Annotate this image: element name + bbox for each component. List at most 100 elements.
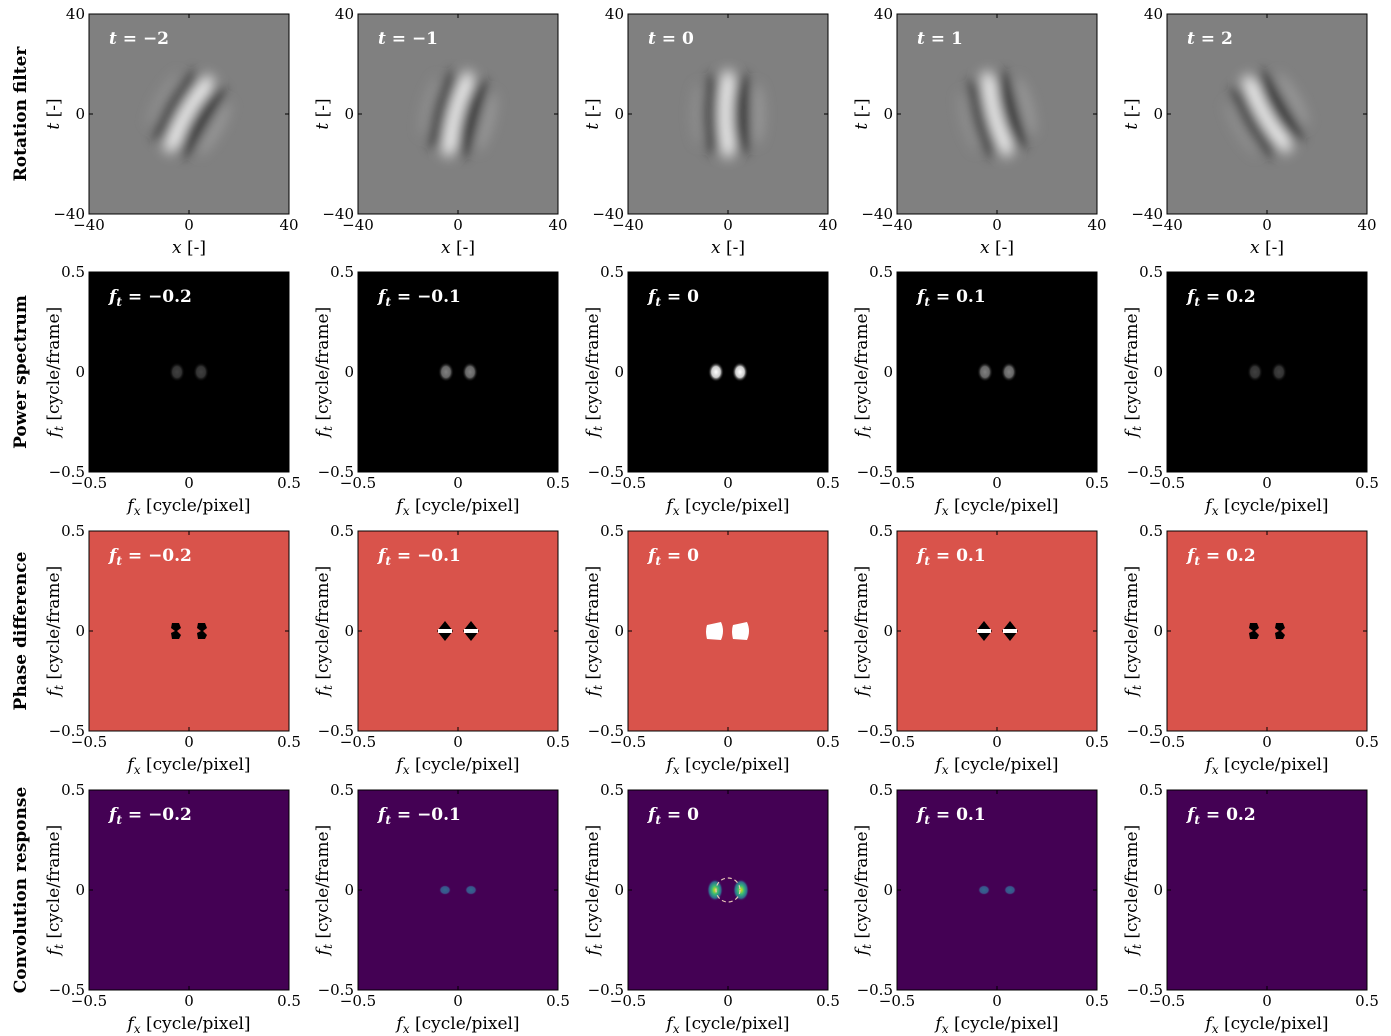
x-axis-label: fx [cycle/pixel] [125, 1014, 250, 1036]
phase-blob [1249, 623, 1259, 639]
y-tick-label: −0.5 [857, 981, 893, 999]
x-axis-label: x [-] [711, 238, 745, 258]
y-tick-label: −0.5 [49, 463, 85, 481]
y-tick-label: −0.5 [588, 981, 624, 999]
x-tick-label: −40 [1151, 216, 1183, 234]
y-tick-label: 0.5 [600, 522, 624, 540]
gabor-band [692, 84, 708, 144]
panel-label: ft = −0.2 [108, 805, 192, 827]
y-tick-label: −0.5 [49, 722, 85, 740]
conv-peak [707, 879, 723, 901]
x-tick-label: 0.5 [1355, 992, 1379, 1010]
phase-blobs [171, 623, 207, 639]
x-tick-label: 0.5 [1085, 733, 1109, 751]
x-tick-label: 0 [992, 733, 1002, 751]
phase-blob [732, 622, 749, 640]
x-tick-label: 0 [992, 474, 1002, 492]
conv-peak [978, 885, 990, 895]
conv-peaks [439, 885, 477, 895]
panel-power-1: −0.5 0 0.5 0.5 0 −0.5 fx [cycle/pixel] ft [cycl… [313, 263, 570, 518]
x-tick-label: −40 [342, 216, 374, 234]
conv-peak [465, 885, 477, 895]
y-axis-label: ft [cycle/frame] [852, 566, 874, 699]
gabor-stripes [692, 69, 764, 159]
x-tick-label: 0 [723, 216, 733, 234]
panel-gabor-3: −40 0 40 40 0 −40 x [-] t [-] t = 1 [852, 5, 1107, 258]
x-axis-label: fx [cycle/pixel] [664, 755, 789, 777]
x-tick-label: 0 [1262, 992, 1272, 1010]
panel-phase-4: −0.5 0 0.5 0.5 0 −0.5 fx [cycle/pixel] ft [cycl… [1122, 522, 1379, 777]
x-tick-label: −0.5 [610, 733, 646, 751]
x-tick-label: 0.5 [816, 733, 840, 751]
y-tick-label: 0.5 [330, 522, 354, 540]
x-axis-label: fx [cycle/pixel] [664, 1014, 789, 1036]
gabor-stripes [148, 72, 230, 156]
y-axis-label: ft [cycle/frame] [313, 825, 335, 958]
y-tick-label: −0.5 [857, 463, 893, 481]
y-tick-label: 0 [344, 881, 354, 899]
y-tick-label: 0.5 [61, 263, 85, 281]
y-tick-label: 0 [1153, 363, 1163, 381]
y-tick-label: −0.5 [1127, 981, 1163, 999]
gabor-band [969, 78, 998, 157]
x-tick-label: 40 [279, 216, 298, 234]
conv-peak [733, 879, 749, 901]
image-area [89, 790, 289, 990]
y-tick-label: 40 [335, 5, 354, 23]
y-tick-label: 0 [614, 105, 624, 123]
x-tick-label: 0 [723, 992, 733, 1010]
y-tick-label: 0.5 [869, 522, 893, 540]
x-tick-label: −40 [881, 216, 913, 234]
y-tick-label: 0 [1153, 881, 1163, 899]
y-axis-label: ft [cycle/frame] [44, 307, 66, 440]
y-tick-label: 0 [1153, 105, 1163, 123]
x-axis-label: fx [cycle/pixel] [394, 1014, 519, 1036]
x-tick-label: 0 [184, 992, 194, 1010]
x-tick-label: −0.5 [71, 733, 107, 751]
x-tick-label: 0 [1262, 474, 1272, 492]
phase-blob [1275, 623, 1285, 639]
panel-conv-0: −0.5 0 0.5 0.5 0 −0.5 fx [cycle/pixel] ft [cycl… [44, 781, 301, 1036]
y-tick-label: −0.5 [1127, 722, 1163, 740]
x-tick-label: 0 [184, 474, 194, 492]
y-tick-label: −40 [53, 205, 85, 223]
image-area [358, 531, 558, 731]
x-tick-label: 40 [1087, 216, 1106, 234]
panel-conv-1: −0.5 0 0.5 0.5 0 −0.5 fx [cycle/pixel] ft [cycl… [313, 781, 570, 1036]
x-tick-label: −40 [612, 216, 644, 234]
panel-power-3: −0.5 0 0.5 0.5 0 −0.5 fx [cycle/pixel] ft [cycl… [852, 263, 1109, 518]
phase-blobs [976, 621, 1018, 641]
y-tick-label: 0.5 [1139, 781, 1163, 799]
x-tick-label: 0 [1262, 733, 1272, 751]
x-tick-label: 0 [992, 216, 1002, 234]
power-peak [977, 362, 993, 382]
y-axis-label: ft [cycle/frame] [852, 307, 874, 440]
x-tick-label: 0 [453, 992, 463, 1010]
x-tick-label: −0.5 [1149, 474, 1185, 492]
panel-conv-4: −0.5 0 0.5 0.5 0 −0.5 fx [cycle/pixel] ft [cycl… [1122, 781, 1379, 1036]
x-axis-label: x [-] [172, 238, 206, 258]
panel-label: ft = 0.2 [1186, 805, 1256, 827]
gabor-band [179, 86, 223, 156]
image-area [628, 790, 828, 990]
y-tick-label: 0 [75, 622, 85, 640]
x-axis-label: fx [cycle/pixel] [1203, 1014, 1328, 1036]
x-tick-label: −0.5 [879, 733, 915, 751]
panel-label: ft = 0 [647, 805, 699, 827]
panel-gabor-1: −40 0 40 40 0 −40 x [-] t [-] t = −1 [313, 5, 568, 258]
x-tick-label: 40 [818, 216, 837, 234]
x-axis-label: fx [cycle/pixel] [394, 755, 519, 777]
y-tick-label: 0 [883, 363, 893, 381]
y-tick-label: 0.5 [600, 263, 624, 281]
y-tick-label: −40 [861, 205, 893, 223]
y-tick-label: 40 [874, 5, 893, 23]
y-tick-label: −0.5 [318, 463, 354, 481]
y-tick-label: 0 [344, 105, 354, 123]
y-tick-label: 0.5 [61, 781, 85, 799]
y-tick-label: −0.5 [588, 463, 624, 481]
power-peak [1271, 362, 1287, 382]
x-tick-label: 0.5 [816, 474, 840, 492]
conv-peaks [707, 877, 749, 903]
x-tick-label: −0.5 [610, 992, 646, 1010]
gabor-band [164, 74, 214, 154]
